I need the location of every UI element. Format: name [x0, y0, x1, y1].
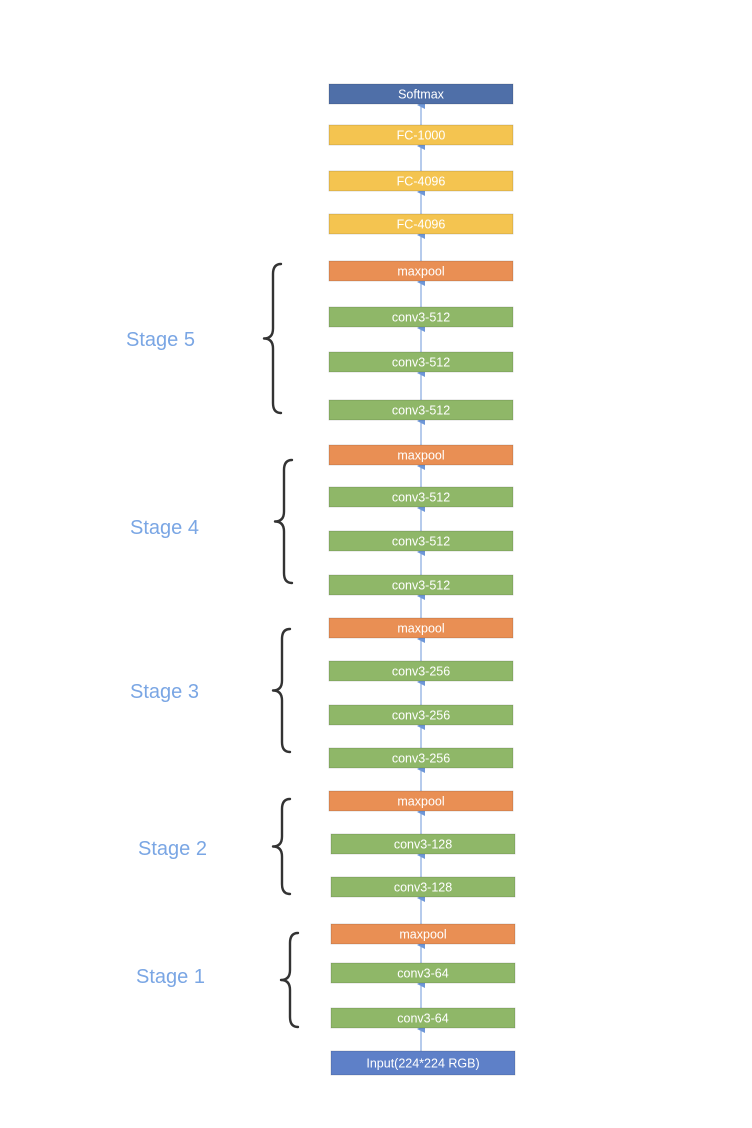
layer-label-fc-4096-a: FC-4096 [397, 218, 446, 232]
layer-label-s4-conv1: conv3-512 [392, 579, 450, 593]
brace-stage-3 [271, 627, 292, 754]
layer-label-s4-conv3: conv3-512 [392, 491, 450, 505]
layer-box-s5-conv3 [328, 306, 514, 328]
layer-box-s4-conv2 [328, 530, 514, 552]
brace-stage-4 [273, 458, 294, 585]
layer-box-fc-4096-b [328, 170, 514, 192]
layer-box-s5-conv1 [328, 399, 514, 421]
layer-block-s3-maxpool: maxpool [328, 617, 514, 639]
layer-label-s3-conv3: conv3-256 [392, 665, 450, 679]
layer-box-s1-conv2 [330, 962, 516, 984]
layer-box-input [330, 1050, 516, 1076]
layer-box-s2-maxpool [328, 790, 514, 812]
layer-box-s2-conv2 [330, 833, 516, 855]
layer-box-s3-maxpool [328, 617, 514, 639]
layer-block-s2-conv1: conv3-128 [330, 876, 516, 898]
layer-block-input: Input(224*224 RGB) [330, 1050, 516, 1076]
layer-block-fc-1000: FC-1000 [328, 124, 514, 146]
layer-block-s1-conv1: conv3-64 [330, 1007, 516, 1029]
layer-box-s3-conv3 [328, 660, 514, 682]
label-stage-4: Stage 4 [130, 517, 199, 539]
layer-box-fc-4096-a [328, 213, 514, 235]
layer-label-s5-conv1: conv3-512 [392, 404, 450, 418]
layer-box-s4-conv1 [328, 574, 514, 596]
layer-block-s5-maxpool: maxpool [328, 260, 514, 282]
layer-box-softmax [328, 83, 514, 105]
layer-box-s4-maxpool [328, 444, 514, 466]
label-stage-5: Stage 5 [126, 329, 195, 351]
layer-label-s4-conv2: conv3-512 [392, 535, 450, 549]
layer-block-s4-conv3: conv3-512 [328, 486, 514, 508]
layer-label-softmax: Softmax [398, 88, 445, 102]
layer-label-fc-1000: FC-1000 [397, 129, 446, 143]
layer-block-fc-4096-a: FC-4096 [328, 213, 514, 235]
layer-box-s1-conv1 [330, 1007, 516, 1029]
layer-label-s5-maxpool: maxpool [397, 265, 444, 279]
layer-box-s3-conv1 [328, 747, 514, 769]
layer-block-s4-conv2: conv3-512 [328, 530, 514, 552]
layer-box-s5-maxpool [328, 260, 514, 282]
brace-stage-1 [279, 931, 300, 1029]
label-stage-2: Stage 2 [138, 838, 207, 860]
layer-block-s4-conv1: conv3-512 [328, 574, 514, 596]
label-stage-1: Stage 1 [136, 966, 205, 988]
layer-block-s3-conv3: conv3-256 [328, 660, 514, 682]
brace-stage-2 [271, 797, 292, 896]
layer-label-s2-maxpool: maxpool [397, 795, 444, 809]
layer-block-s5-conv3: conv3-512 [328, 306, 514, 328]
layer-label-s1-maxpool: maxpool [399, 928, 446, 942]
stage-label-layer: Stage 5 Stage 4 Stage 3 Stage 2 Stage 1 [126, 329, 207, 988]
layer-box-s3-conv2 [328, 704, 514, 726]
layer-box-s2-conv1 [330, 876, 516, 898]
layer-label-s3-conv2: conv3-256 [392, 709, 450, 723]
layer-label-s4-maxpool: maxpool [397, 449, 444, 463]
layer-block-s1-conv2: conv3-64 [330, 962, 516, 984]
layer-block-s3-conv2: conv3-256 [328, 704, 514, 726]
layer-box-fc-1000 [328, 124, 514, 146]
layer-block-s5-conv2: conv3-512 [328, 351, 514, 373]
layer-block-softmax: Softmax [328, 83, 514, 105]
layer-label-input: Input(224*224 RGB) [366, 1057, 479, 1071]
layer-label-s5-conv2: conv3-512 [392, 356, 450, 370]
layer-block-s2-conv2: conv3-128 [330, 833, 516, 855]
layer-block-s1-maxpool: maxpool [330, 923, 516, 945]
layer-box-s5-conv2 [328, 351, 514, 373]
layer-box-s4-conv3 [328, 486, 514, 508]
layer-block-s2-maxpool: maxpool [328, 790, 514, 812]
layer-block-fc-4096-b: FC-4096 [328, 170, 514, 192]
layer-box-s1-maxpool [330, 923, 516, 945]
layer-block-s5-conv1: conv3-512 [328, 399, 514, 421]
layer-label-s1-conv2: conv3-64 [397, 967, 448, 981]
brace-stage-5 [262, 262, 283, 415]
layer-label-s2-conv1: conv3-128 [394, 881, 452, 895]
layer-label-s3-maxpool: maxpool [397, 622, 444, 636]
layer-label-s1-conv1: conv3-64 [397, 1012, 448, 1026]
label-stage-3: Stage 3 [130, 681, 199, 703]
layer-label-s2-conv2: conv3-128 [394, 838, 452, 852]
layer-label-s5-conv3: conv3-512 [392, 311, 450, 325]
brace-layer [262, 262, 300, 1029]
layer-block-s3-conv1: conv3-256 [328, 747, 514, 769]
block-layer: Softmax FC-1000 FC-4096 FC-4096 maxpool conv3… [328, 83, 516, 1076]
layer-label-fc-4096-b: FC-4096 [397, 175, 446, 189]
layer-block-s4-maxpool: maxpool [328, 444, 514, 466]
layer-label-s3-conv1: conv3-256 [392, 752, 450, 766]
